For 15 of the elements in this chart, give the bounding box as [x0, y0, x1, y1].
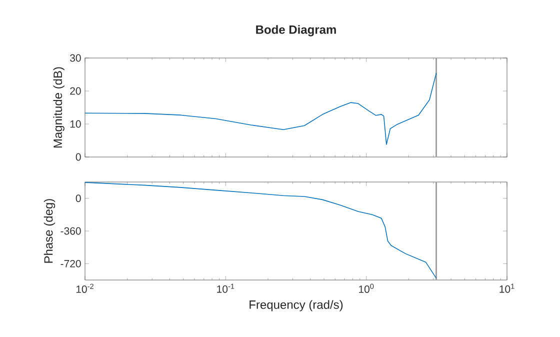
x-tick-label: 10$^{-2}$ [76, 284, 94, 293]
x-tick-label: 10$^{-1}$ [217, 284, 234, 293]
y-tick-label: 10 [70, 120, 81, 128]
y-axis-title: Magnitude (dB) [53, 67, 64, 148]
y-tick-label: 20 [70, 87, 81, 95]
y-tick-label: 0 [76, 194, 81, 202]
x-axis-title: Frequency (rad/s) [250, 300, 343, 312]
x-tick-label: 10$^{0}$ [359, 284, 374, 293]
y-axis-title: Phase (deg) [44, 199, 56, 263]
y-tick-label: -360 [60, 227, 81, 235]
x-tick-label: 10$^{1}$ [500, 284, 514, 293]
chart-title: Bode Diagram [256, 25, 336, 36]
y-tick-label: 0 [76, 153, 81, 161]
y-tick-label: 30 [70, 54, 81, 62]
y-tick-label: -720 [60, 260, 81, 268]
